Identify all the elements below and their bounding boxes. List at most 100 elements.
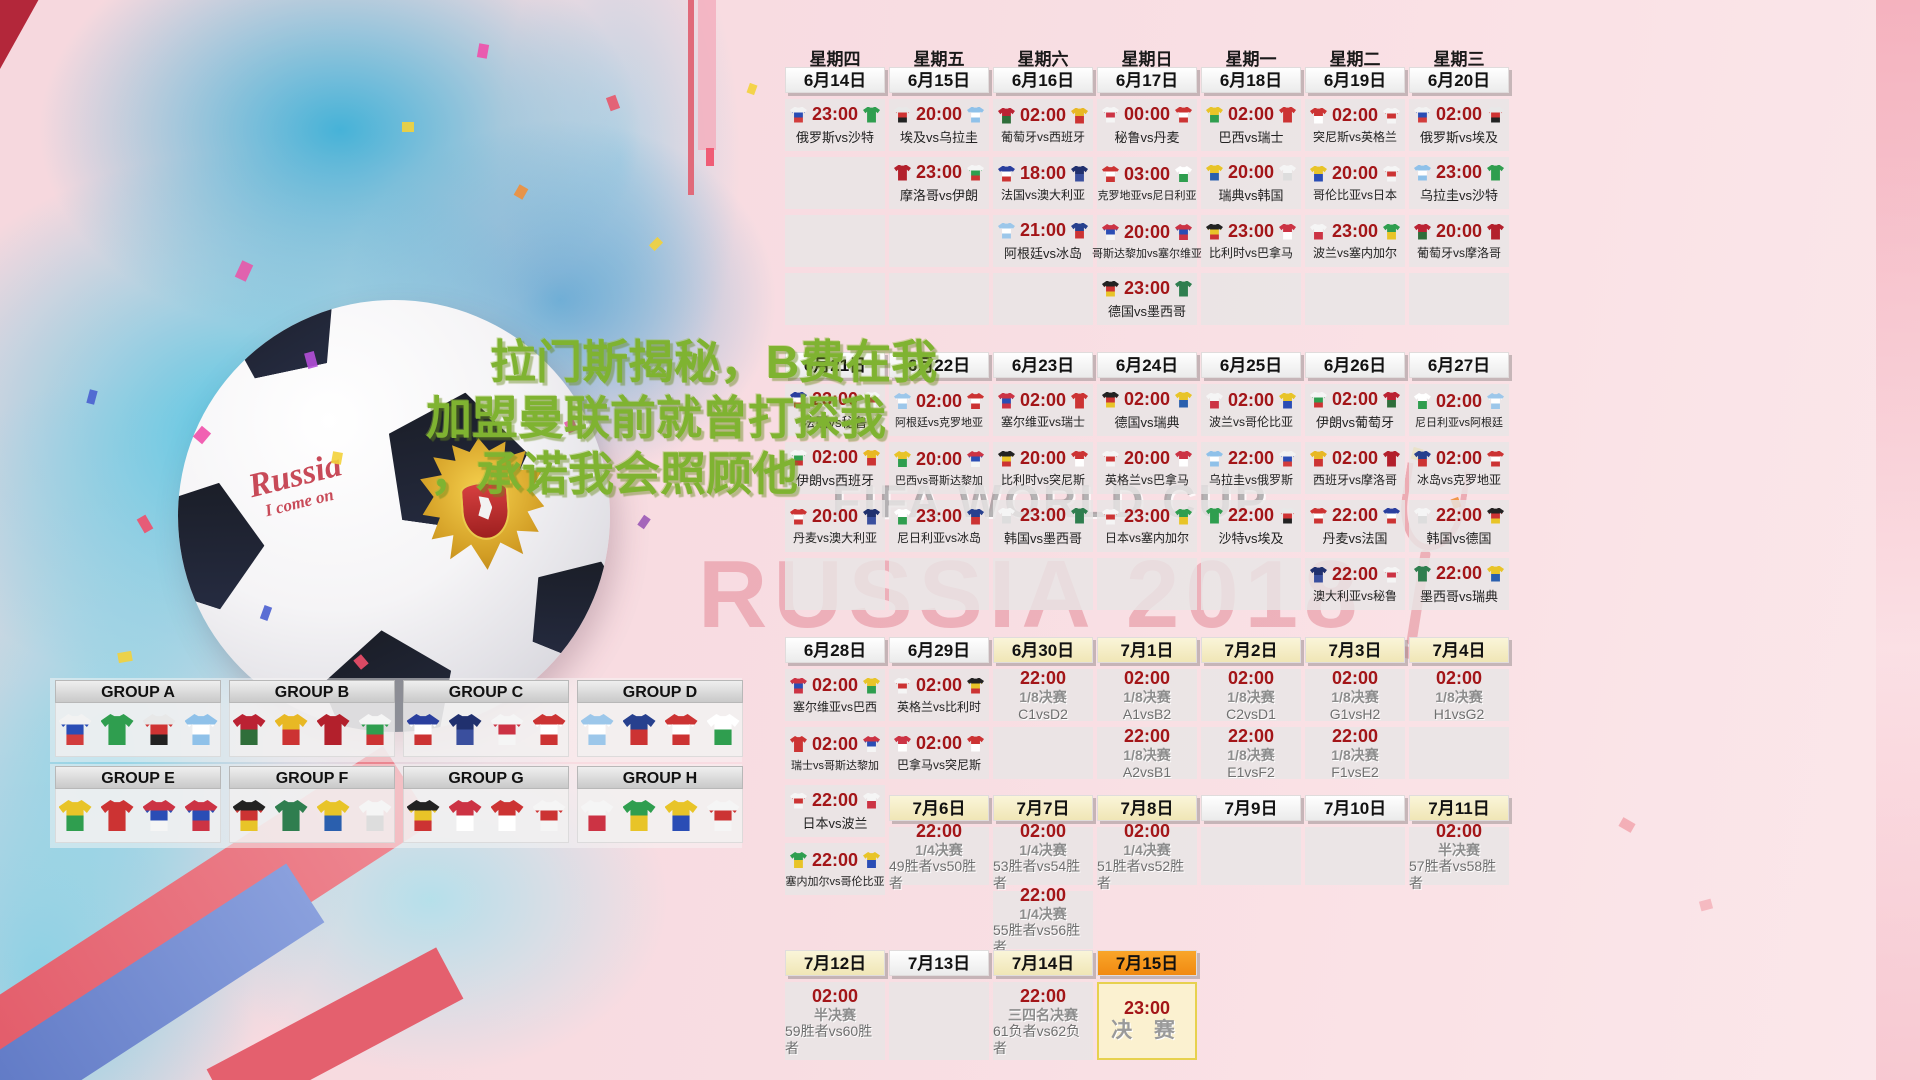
group-jersey-strip	[55, 789, 221, 843]
match-cell: 02:00 尼日利亚vs阿根廷	[1409, 384, 1509, 436]
schedule-row: 22:00 1/4决赛 55胜者vs56胜者	[785, 885, 1509, 955]
jersey-icon	[1205, 223, 1223, 240]
knockout-stage: 1/4决赛	[1019, 906, 1067, 923]
jersey-icon	[967, 677, 985, 694]
match-top-line: 02:00	[789, 675, 881, 696]
group-label: GROUP C	[403, 680, 569, 703]
match-time: 02:00	[1331, 389, 1379, 409]
jersey-icon	[1101, 224, 1119, 240]
jersey-icon	[1383, 450, 1401, 467]
jersey-icon	[1487, 565, 1505, 582]
match-teams: 巴西vs哥斯达黎加	[895, 474, 983, 487]
match-top-line: 03:00	[1101, 164, 1193, 185]
jersey-icon	[358, 800, 392, 831]
match-top-line: 20:00	[1205, 162, 1297, 183]
match-cell: 23:00 尼日利亚vs冰岛	[889, 500, 989, 552]
jersey-icon	[664, 714, 698, 745]
confetti	[136, 514, 154, 534]
knockout-cell: 02:00 1/4决赛 53胜者vs54胜者	[993, 821, 1093, 891]
headline-line2: 加盟曼联前就曾打探我	[426, 392, 886, 445]
knockout-teams: 57胜者vs58胜者	[1409, 858, 1497, 891]
match-time: 02:00	[1123, 668, 1171, 689]
match-cell: 22:00 墨西哥vs瑞典	[1409, 558, 1509, 610]
schedule-row: 22:00 澳大利亚vs秘鲁 22:00 墨西哥vs瑞典	[785, 558, 1509, 610]
weekday-label: 星期三	[1433, 50, 1485, 69]
match-top-line: 02:00	[1309, 448, 1401, 469]
jersey-icon	[1071, 392, 1089, 409]
jersey-icon	[1487, 223, 1505, 240]
match-time: 20:00	[811, 506, 859, 526]
knockout-cell: 02:00 1/8决赛 G1vsH2	[1305, 668, 1405, 722]
date-header: 7月12日	[785, 950, 885, 976]
match-time: 20:00	[1331, 163, 1379, 183]
jersey-icon	[1279, 507, 1297, 524]
jersey-icon	[997, 507, 1015, 524]
jersey-icon	[1175, 280, 1193, 297]
jersey-icon	[789, 736, 807, 752]
group-box: GROUP B	[229, 680, 395, 757]
empty-cell	[889, 273, 989, 325]
match-cell: 22:00 丹麦vs法国	[1305, 500, 1405, 552]
match-teams: 巴拿马vs突尼斯	[896, 758, 981, 772]
match-teams: 埃及vs乌拉圭	[899, 130, 978, 145]
pink-stripe	[698, 0, 716, 150]
jersey-icon	[1383, 566, 1401, 583]
match-time: 20:00	[1435, 221, 1483, 241]
match-teams: 塞尔维亚vs巴西	[792, 700, 877, 714]
date-header: 6月24日	[1097, 352, 1197, 378]
match-teams: 哥伦比亚vs日本	[1312, 188, 1397, 202]
jersey-icon	[1413, 507, 1431, 524]
match-teams: 葡萄牙vs摩洛哥	[1416, 246, 1501, 260]
knockout-teams: 59胜者vs60胜者	[785, 1023, 873, 1056]
jersey-icon	[863, 508, 881, 525]
jersey-icon	[1279, 106, 1297, 123]
match-cell: 02:00 巴西vs瑞士	[1201, 99, 1301, 151]
date-header: 7月7日	[993, 795, 1093, 821]
match-time: 23:00	[915, 506, 963, 526]
date-header-row: 6月28日 6月29日 6月30日 7月1日 7月2日 7月3日 7月4日	[785, 637, 1509, 663]
knockout-teams: H1vsG2	[1433, 705, 1485, 722]
jersey-icon	[1175, 508, 1193, 525]
match-top-line: 20:00	[893, 449, 985, 470]
match-teams: 秘鲁vs丹麦	[1114, 130, 1180, 145]
jersey-icon	[967, 164, 985, 181]
confetti	[1618, 817, 1636, 833]
match-cell: 20:00 埃及vs乌拉圭	[889, 99, 989, 151]
match-teams: 俄罗斯vs埃及	[1419, 130, 1498, 145]
match-time: 20:00	[1123, 448, 1171, 468]
jersey-icon	[997, 392, 1015, 409]
group-jersey-strip	[403, 703, 569, 757]
match-time: 22:00	[1227, 448, 1275, 468]
group-box: GROUP C	[403, 680, 569, 757]
knockout-cell: 02:00 1/4决赛 51胜者vs52胜者	[1097, 821, 1197, 891]
jersey-icon	[1309, 450, 1327, 467]
match-cell: 02:00 英格兰vs比利时	[889, 669, 989, 721]
match-teams: 德国vs墨西哥	[1107, 304, 1186, 319]
match-top-line: 22:00	[1205, 505, 1297, 526]
match-cell: 20:00 葡萄牙vs摩洛哥	[1409, 215, 1509, 267]
match-cell: 23:00 摩洛哥vs伊朗	[889, 157, 989, 209]
date-header: 6月15日	[889, 67, 989, 93]
match-top-line: 02:00	[789, 734, 881, 755]
match-time: 02:00	[1331, 668, 1379, 689]
jersey-icon	[1383, 223, 1401, 240]
knockout-stage: 1/8决赛	[1123, 747, 1171, 764]
knockout-cell: 22:00 三四名决赛 61负者vs62负者	[993, 982, 1093, 1060]
jersey-icon	[893, 451, 911, 467]
match-cell: 02:00 冰岛vs克罗地亚	[1409, 442, 1509, 494]
confetti	[476, 43, 490, 59]
jersey-icon	[1413, 450, 1431, 467]
confetti	[746, 82, 758, 96]
match-teams: 伊朗vs葡萄牙	[1315, 415, 1394, 430]
jersey-icon	[1071, 107, 1089, 124]
match-time: 22:00	[1123, 726, 1171, 747]
knockout-stage: 1/8决赛	[1435, 689, 1483, 706]
match-time: 22:00	[1019, 885, 1067, 906]
date-header: 7月11日	[1409, 795, 1509, 821]
empty-cell	[1409, 273, 1509, 325]
jersey-icon	[1487, 393, 1505, 409]
match-time: 20:00	[1123, 221, 1171, 242]
knockout-stage: 半决赛	[1438, 842, 1480, 859]
jersey-icon	[232, 800, 266, 831]
match-time: 02:00	[915, 675, 963, 695]
